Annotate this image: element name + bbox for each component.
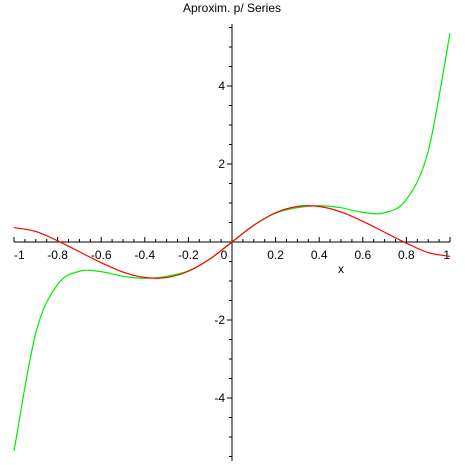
x-tick-label: -0.2 <box>178 248 199 262</box>
x-tick-label: 0.2 <box>267 248 284 262</box>
x-tick-label: -0.4 <box>134 248 155 262</box>
x-tick-label: 1 <box>443 248 450 262</box>
series-line-red <box>13 205 451 279</box>
series-lines <box>13 32 451 452</box>
y-tick-label: -4 <box>214 391 225 405</box>
y-tick-label: -2 <box>214 313 225 327</box>
x-tick-label: 0 <box>221 248 228 262</box>
y-tick-label: 2 <box>218 157 225 171</box>
x-tick-label: -1 <box>14 248 25 262</box>
tick-marks <box>13 27 451 457</box>
x-tick-label: 0.8 <box>398 248 415 262</box>
y-tick-label: 4 <box>218 79 225 93</box>
x-tick-label: -0.8 <box>47 248 68 262</box>
x-tick-label: -0.6 <box>91 248 112 262</box>
x-tick-label: 0.4 <box>311 248 328 262</box>
x-axis-label: x <box>338 262 344 276</box>
chart-title: Aproxim. p/ Series <box>183 1 281 15</box>
tick-labels: -1 -0.8 -0.6 -0.4 -0.2 0 0.2 0.4 0.6 0.8 1 -4 -2 2 4 <box>14 79 450 405</box>
x-tick-label: 0.6 <box>354 248 371 262</box>
